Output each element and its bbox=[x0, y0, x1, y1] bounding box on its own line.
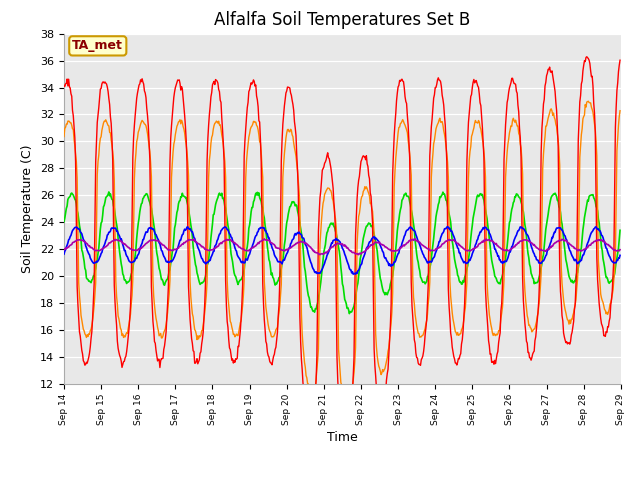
-4cm bbox=[410, 301, 418, 307]
-16cm bbox=[410, 228, 418, 233]
-8cm bbox=[128, 270, 136, 276]
-4cm bbox=[584, 98, 592, 104]
-2cm bbox=[410, 337, 418, 343]
-32cm bbox=[410, 236, 418, 242]
-8cm bbox=[185, 205, 193, 211]
-16cm bbox=[349, 271, 357, 277]
-4cm bbox=[616, 108, 624, 114]
-32cm bbox=[428, 247, 435, 253]
-16cm bbox=[444, 224, 451, 229]
-4cm bbox=[427, 224, 435, 230]
Line: -32cm: -32cm bbox=[64, 239, 620, 255]
-16cm bbox=[70, 226, 78, 231]
-2cm bbox=[427, 138, 435, 144]
-32cm bbox=[316, 252, 324, 258]
-8cm bbox=[428, 255, 435, 261]
-8cm bbox=[616, 228, 624, 233]
-8cm bbox=[346, 311, 353, 316]
-16cm bbox=[427, 259, 435, 264]
-32cm bbox=[213, 243, 221, 249]
-16cm bbox=[184, 224, 191, 230]
-16cm bbox=[60, 251, 68, 257]
-32cm bbox=[412, 236, 419, 242]
-32cm bbox=[616, 247, 624, 252]
-8cm bbox=[70, 194, 78, 200]
Line: -4cm: -4cm bbox=[64, 101, 620, 404]
-4cm bbox=[60, 133, 68, 139]
-4cm bbox=[184, 159, 191, 165]
Title: Alfalfa Soil Temperatures Set B: Alfalfa Soil Temperatures Set B bbox=[214, 11, 470, 29]
-2cm bbox=[213, 78, 221, 84]
-2cm bbox=[583, 54, 591, 60]
Line: -2cm: -2cm bbox=[64, 57, 620, 440]
-32cm bbox=[70, 240, 78, 245]
-16cm bbox=[616, 252, 624, 258]
-4cm bbox=[343, 401, 351, 407]
Text: TA_met: TA_met bbox=[72, 39, 124, 52]
-4cm bbox=[70, 137, 78, 143]
-16cm bbox=[127, 260, 135, 265]
Line: -16cm: -16cm bbox=[64, 227, 620, 274]
-2cm bbox=[60, 83, 68, 88]
-4cm bbox=[127, 300, 135, 306]
-2cm bbox=[70, 124, 78, 130]
-8cm bbox=[214, 195, 221, 201]
-8cm bbox=[60, 219, 68, 225]
Y-axis label: Soil Temperature (C): Soil Temperature (C) bbox=[22, 144, 35, 273]
-32cm bbox=[60, 247, 68, 253]
-2cm bbox=[127, 281, 135, 287]
-4cm bbox=[213, 119, 221, 125]
-32cm bbox=[184, 238, 191, 244]
X-axis label: Time: Time bbox=[327, 431, 358, 444]
-8cm bbox=[412, 238, 419, 243]
Line: -8cm: -8cm bbox=[64, 192, 620, 313]
-16cm bbox=[213, 238, 221, 243]
-2cm bbox=[616, 57, 624, 63]
-32cm bbox=[127, 246, 135, 252]
-2cm bbox=[340, 437, 348, 443]
-2cm bbox=[184, 220, 191, 226]
-8cm bbox=[105, 189, 113, 195]
